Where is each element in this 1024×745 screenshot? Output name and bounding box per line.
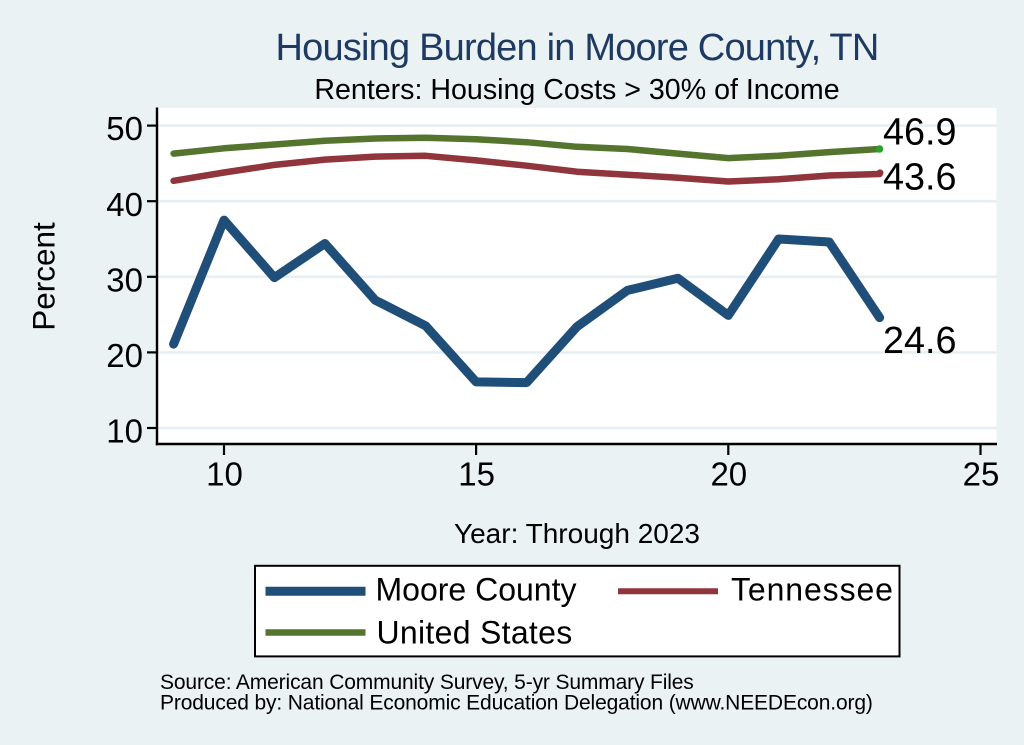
svg-text:Renters: Housing Costs > 30% o: Renters: Housing Costs > 30% of Income	[314, 74, 839, 106]
svg-text:24.6: 24.6	[883, 320, 957, 362]
svg-text:15: 15	[458, 456, 495, 493]
svg-text:46.9: 46.9	[883, 112, 957, 154]
svg-text:20: 20	[710, 456, 747, 493]
svg-text:Moore County: Moore County	[376, 572, 577, 608]
svg-text:Percent: Percent	[26, 222, 62, 331]
svg-text:Source: American Community Sur: Source: American Community Survey, 5-yr …	[160, 671, 694, 694]
svg-text:30: 30	[106, 261, 143, 298]
svg-text:25: 25	[963, 456, 1000, 493]
svg-text:Housing Burden in Moore County: Housing Burden in Moore County, TN	[276, 27, 879, 69]
svg-text:50: 50	[106, 110, 143, 147]
svg-text:Tennessee: Tennessee	[731, 572, 894, 608]
svg-text:10: 10	[206, 456, 243, 493]
svg-text:Year: Through 2023: Year: Through 2023	[454, 518, 700, 549]
svg-text:20: 20	[106, 337, 143, 374]
svg-text:Produced by: National Economic: Produced by: National Economic Education…	[160, 692, 873, 715]
svg-text:United States: United States	[377, 615, 573, 651]
svg-text:10: 10	[106, 413, 143, 450]
svg-text:43.6: 43.6	[883, 157, 957, 199]
svg-text:40: 40	[106, 186, 143, 223]
